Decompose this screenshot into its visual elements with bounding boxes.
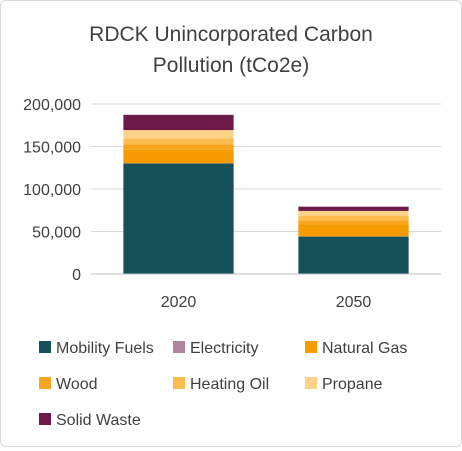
legend-swatch [305, 341, 317, 353]
bar-segment [298, 216, 408, 220]
y-axis: 0 50,000 100,000 150,000 200,000 [23, 97, 81, 284]
x-category-label: 2050 [336, 294, 372, 311]
chart-title-line-1: RDCK Unincorporated Carbon [89, 23, 373, 46]
bar-segment [298, 237, 408, 274]
bar-segment [123, 164, 233, 275]
bar-segment [298, 220, 408, 224]
x-category-label: 2020 [161, 294, 197, 311]
bar-segment [298, 225, 408, 237]
legend-swatch [39, 341, 51, 353]
legend-label: Propane [322, 376, 383, 393]
y-tick-label: 0 [72, 267, 81, 284]
legend-label: Mobility Fuels [56, 340, 154, 357]
legend-label: Solid Waste [56, 412, 141, 429]
legend-swatch [305, 377, 317, 389]
bar-segment [123, 130, 233, 139]
bar-segment [298, 207, 408, 211]
bar-segment [123, 115, 233, 130]
x-axis: 2020 2050 [91, 274, 441, 311]
bars [123, 115, 408, 274]
legend-label: Electricity [190, 340, 258, 357]
y-tick-label: 100,000 [23, 182, 81, 199]
chart-title-line-2: Pollution (tCo2e) [153, 54, 309, 77]
y-tick-label: 150,000 [23, 140, 81, 157]
legend-swatch [173, 377, 185, 389]
legend-swatch [173, 341, 185, 353]
y-tick-label: 200,000 [23, 97, 81, 114]
y-tick-label: 50,000 [32, 225, 81, 242]
legend-swatch [39, 413, 51, 425]
bar-segment [123, 139, 233, 145]
legend: Mobility Fuels Electricity Natural Gas Wood… [39, 340, 407, 429]
bar-segment [123, 145, 233, 150]
bar-segment [298, 211, 408, 216]
legend-label: Heating Oil [190, 376, 269, 393]
legend-label: Natural Gas [322, 340, 407, 357]
legend-swatch [39, 377, 51, 389]
bar-segment [123, 150, 233, 164]
legend-label: Wood [56, 376, 98, 393]
